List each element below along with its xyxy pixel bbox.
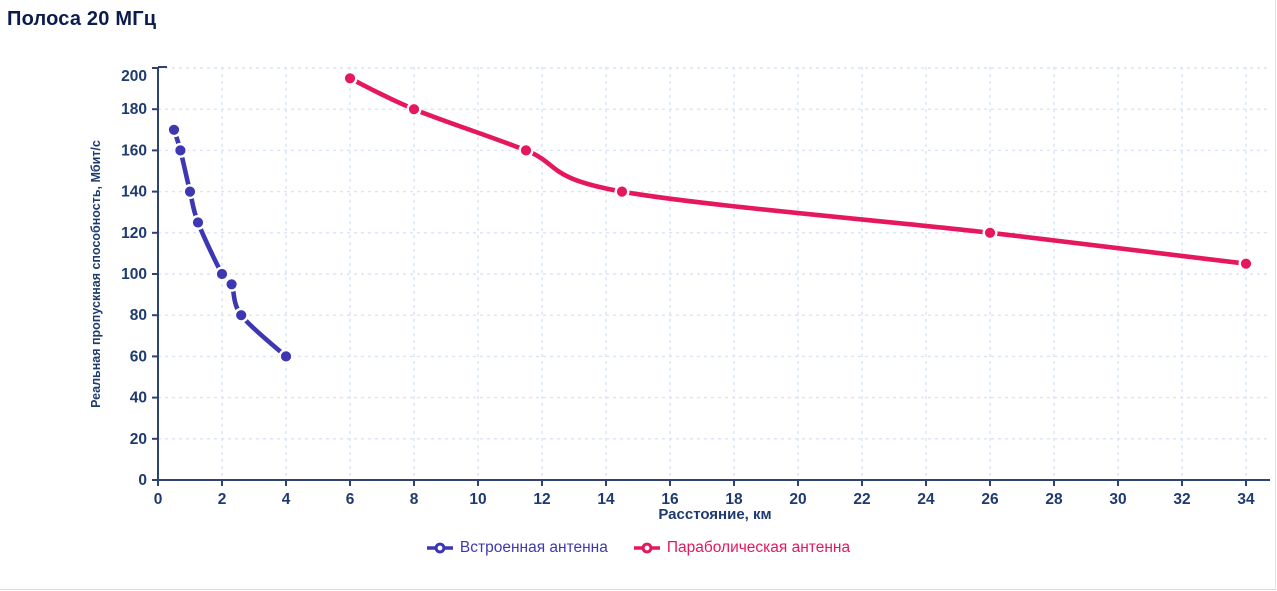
data-point-series-1[interactable]: [406, 101, 422, 117]
x-tick-label: 4: [282, 491, 291, 508]
data-point-series-1[interactable]: [982, 225, 998, 241]
chart-title: Полоса 20 МГц: [7, 8, 157, 30]
y-tick-label: 200: [121, 68, 147, 85]
x-tick-label: 10: [469, 491, 486, 508]
data-point-series-1[interactable]: [518, 142, 534, 158]
x-tick-label: 34: [1237, 491, 1255, 508]
legend-label: Параболическая антенна: [666, 539, 851, 556]
legend-marker-icon: [426, 542, 453, 554]
y-tick-label: 20: [130, 431, 147, 448]
data-point-series-1[interactable]: [342, 70, 358, 86]
x-tick-label: 18: [725, 491, 743, 508]
chart-canvas-container: 0 20 40 60 80 100 120 140 160 180 200 0 2 4 6 8 10 12 14 16…: [89, 66, 1270, 523]
data-point-series-0[interactable]: [190, 214, 206, 230]
x-tick-label: 30: [1109, 491, 1126, 508]
data-point-series-1[interactable]: [614, 184, 630, 200]
x-tick-label: 2: [218, 491, 227, 508]
y-axis-title: Реальная пропускная способность, Мбит/с: [89, 140, 103, 408]
y-tick-label: 180: [121, 101, 147, 118]
x-tick-label: 14: [597, 491, 615, 508]
x-tick-label: 22: [853, 491, 870, 508]
x-tick-label: 0: [154, 491, 163, 508]
y-tick-label: 160: [121, 142, 147, 159]
series-line-0: [171, 127, 289, 359]
legend-marker-icon: [633, 542, 660, 554]
legend-item-0[interactable]: Встроенная антенна: [426, 539, 608, 556]
x-tick-label: 26: [981, 491, 999, 508]
data-point-series-0[interactable]: [278, 348, 294, 364]
data-point-series-0[interactable]: [224, 276, 240, 292]
legend-item-1[interactable]: Параболическая антенна: [633, 539, 851, 556]
x-axis-title: Расстояние, км: [658, 506, 771, 523]
y-tick-label: 80: [130, 307, 147, 324]
x-tick-label: 28: [1045, 491, 1063, 508]
data-point-series-0[interactable]: [172, 142, 188, 158]
x-tick-label: 12: [533, 491, 550, 508]
data-point-series-1[interactable]: [1238, 256, 1254, 272]
data-point-series-0[interactable]: [182, 184, 198, 200]
y-tick-label: 120: [121, 225, 147, 242]
x-tick-label: 24: [917, 491, 935, 508]
y-tick-label: 40: [130, 390, 147, 407]
x-tick-label: 8: [410, 491, 419, 508]
data-point-series-0[interactable]: [214, 266, 230, 282]
y-tick-label: 100: [121, 266, 147, 283]
data-point-series-0[interactable]: [166, 122, 182, 138]
legend-label: Встроенная антенна: [459, 539, 608, 556]
x-tick-label: 32: [1173, 491, 1190, 508]
x-tick-label: 20: [789, 491, 806, 508]
x-tick-label: 6: [346, 491, 355, 508]
y-tick-label: 0: [138, 472, 147, 489]
data-point-series-0[interactable]: [233, 307, 249, 323]
y-tick-label: 140: [121, 184, 147, 201]
legend: Встроенная антенна Параболическая антенна: [0, 540, 1277, 556]
y-tick-label: 60: [130, 348, 147, 365]
x-tick-label: 16: [661, 491, 679, 508]
